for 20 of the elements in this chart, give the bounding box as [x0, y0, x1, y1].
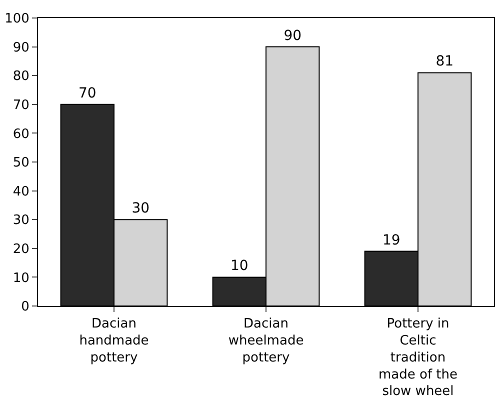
- y-tick-label: 60: [12, 126, 30, 142]
- x-tick-label: Dacian handmade pottery: [79, 316, 149, 366]
- y-tick-label: 20: [12, 242, 30, 257]
- y-tick-label: 90: [12, 40, 30, 56]
- data-label: 70: [78, 85, 96, 102]
- y-tick-label: 100: [4, 12, 30, 27]
- y-tick-label: 0: [21, 300, 30, 315]
- y-tick-label: 10: [12, 270, 30, 286]
- data-label: 90: [284, 28, 302, 44]
- x-tick-label: Pottery in Celtic tradition made of the slow wheel: [378, 316, 458, 400]
- y-tick-label: 50: [12, 156, 30, 171]
- data-label: 10: [230, 258, 248, 274]
- data-label: 81: [436, 54, 454, 70]
- y-tick-label: 80: [12, 69, 30, 84]
- y-tick-label: 30: [12, 213, 30, 228]
- data-label: 19: [382, 232, 400, 248]
- y-tick-label: 40: [12, 184, 30, 200]
- x-tick-label: Dacian wheelmade pottery: [228, 316, 304, 366]
- y-tick-label: 70: [12, 98, 30, 113]
- data-label: 30: [132, 200, 150, 217]
